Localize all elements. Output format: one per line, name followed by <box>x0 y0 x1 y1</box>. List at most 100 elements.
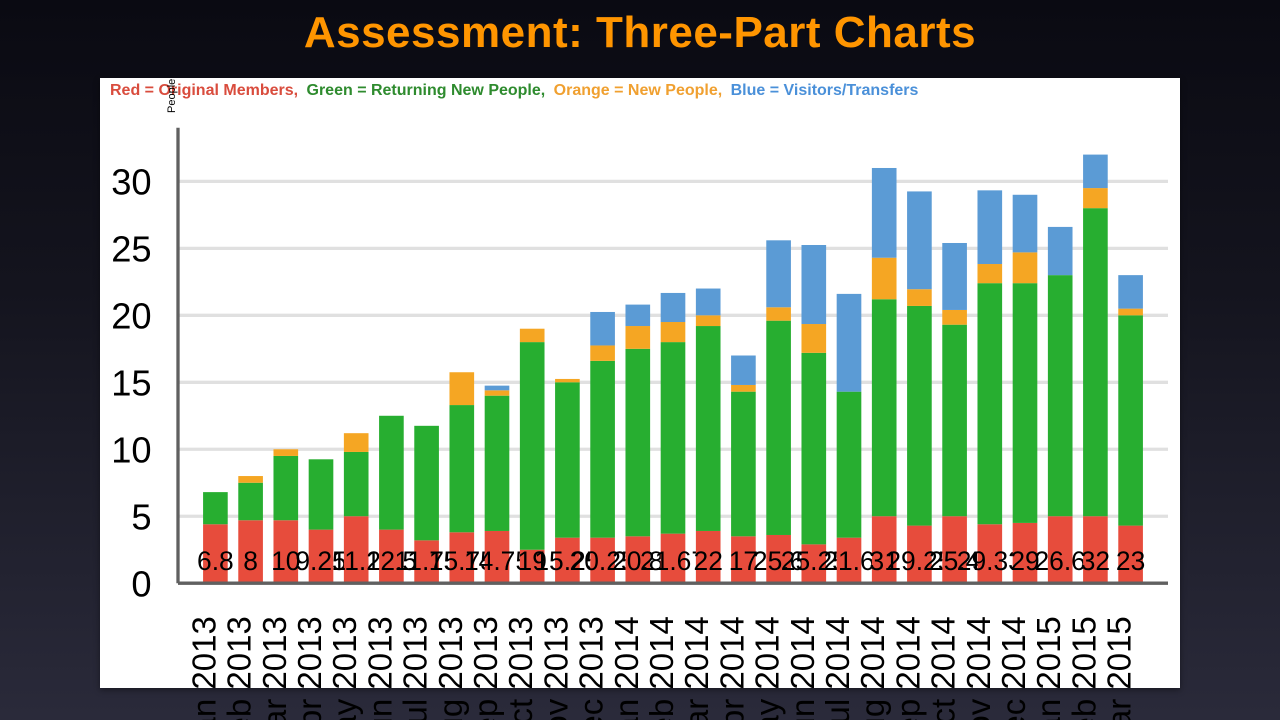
x-tick-label: 01 Aug 2014 <box>854 616 891 720</box>
bar-segment-blue <box>1048 227 1073 275</box>
bar-segment-orange <box>907 289 932 306</box>
x-tick-label: 01 Jun 2013 <box>361 616 398 720</box>
bar-segment-green <box>801 353 826 545</box>
bar-segment-orange <box>449 372 474 405</box>
bar-segment-green <box>1048 275 1073 516</box>
x-tick-label: 01 Apr 2014 <box>713 616 750 720</box>
x-tick-label: 01 Oct 2013 <box>502 616 539 720</box>
x-tick-label: 01 Feb 2015 <box>1065 616 1102 720</box>
x-tick-label: 01 Nov 2013 <box>537 616 574 720</box>
stacked-bar-chart: 0510152025306.88109.2511.212.511.7515.75… <box>178 108 1168 603</box>
bar-segment-blue <box>872 168 897 258</box>
x-tick-label: 01 Jan 2015 <box>1030 616 1067 720</box>
bar-segment-green <box>273 456 298 520</box>
chart-legend: Red = Original Members, Green = Returnin… <box>110 82 922 100</box>
y-tick-label: 15 <box>111 362 151 403</box>
x-tick-label: 01 Mar 2014 <box>678 616 715 720</box>
bar-segment-green <box>414 426 439 541</box>
x-tick-label: 01 Dec 2014 <box>995 616 1032 720</box>
bar-segment-blue <box>625 305 650 326</box>
y-tick-label: 20 <box>111 296 151 337</box>
bar-segment-green <box>344 452 369 516</box>
legend-entry: Blue = Visitors/Transfers <box>731 82 919 99</box>
bar-segment-green <box>1083 208 1108 516</box>
bar-segment-green <box>661 342 686 534</box>
bar-segment-green <box>872 299 897 516</box>
bar-segment-green <box>449 405 474 532</box>
bar-segment-orange <box>731 385 756 392</box>
bar-segment-green <box>942 325 967 517</box>
bar-segment-orange <box>942 310 967 325</box>
bar-segment-orange <box>801 324 826 353</box>
bar-segment-blue <box>837 294 862 392</box>
x-tick-label: 01 May 2013 <box>326 616 363 720</box>
bar-segment-orange <box>344 433 369 452</box>
x-tick-label: 01 Feb 2014 <box>643 616 680 720</box>
bar-total-label: 23 <box>1116 546 1145 576</box>
x-tick-label: 01 Feb 2013 <box>221 616 258 720</box>
bar-segment-green <box>590 361 615 538</box>
bar-segment-orange <box>1083 188 1108 208</box>
bar-segment-orange <box>590 345 615 360</box>
bar-segment-green <box>696 326 721 531</box>
bar-segment-blue <box>942 243 967 310</box>
bar-segment-green <box>625 349 650 537</box>
legend-entry: Red = Original Members, <box>110 82 303 99</box>
bar-segment-orange <box>520 329 545 342</box>
bar-total-label: 26.6 <box>1035 546 1086 576</box>
bar-segment-blue <box>590 312 615 345</box>
bar-segment-blue <box>1013 195 1038 253</box>
x-tick-label: 01 Mar 2013 <box>256 616 293 720</box>
bar-segment-green <box>238 483 263 521</box>
legend-entry: Orange = New People, <box>554 82 727 99</box>
x-tick-label: 01 Jul 2014 <box>819 616 856 720</box>
y-tick-label: 25 <box>111 229 151 270</box>
x-tick-label: 01 Dec 2013 <box>573 616 610 720</box>
bar-segment-orange <box>555 379 580 382</box>
x-tick-label: 01 Jul 2013 <box>397 616 434 720</box>
y-axis-label: People <box>166 79 178 113</box>
x-tick-label: 01 Sep 2013 <box>467 616 504 720</box>
bar-segment-green <box>1013 283 1038 523</box>
y-tick-label: 10 <box>111 429 151 470</box>
x-tick-label: 01 May 2014 <box>749 616 786 720</box>
x-tick-label: 01 Mar 2015 <box>1101 616 1138 720</box>
bar-total-label: 32 <box>1081 546 1110 576</box>
bar-segment-orange <box>661 322 686 342</box>
bar-segment-green <box>977 283 1002 524</box>
bar-segment-green <box>731 392 756 537</box>
bar-segment-blue <box>485 386 510 391</box>
bar-segment-orange <box>977 264 1002 283</box>
x-tick-label: 01 Jan 2014 <box>608 616 645 720</box>
bar-segment-orange <box>872 258 897 300</box>
legend-entry: Green = Returning New People, <box>307 82 550 99</box>
bar-segment-blue <box>696 289 721 316</box>
x-tick-label: 01 Apr 2013 <box>291 616 328 720</box>
x-tick-label: 01 Sep 2014 <box>889 616 926 720</box>
bar-segment-green <box>555 382 580 537</box>
bar-segment-orange <box>1118 309 1143 316</box>
bar-segment-blue <box>907 191 932 289</box>
bar-segment-green <box>520 342 545 550</box>
bar-total-label: 6.8 <box>197 546 234 576</box>
bar-segment-orange <box>696 315 721 326</box>
bar-segment-orange <box>485 390 510 395</box>
bar-total-label: 8 <box>243 546 258 576</box>
bar-segment-blue <box>731 356 756 385</box>
bar-segment-blue <box>661 293 686 322</box>
slide-title: Assessment: Three-Part Charts <box>0 8 1280 58</box>
bar-segment-green <box>907 306 932 526</box>
bar-total-label: 21.6 <box>823 546 874 576</box>
bar-segment-green <box>203 492 228 524</box>
bar-segment-orange <box>238 476 263 483</box>
bar-segment-blue <box>977 190 1002 264</box>
bar-segment-green <box>309 459 334 529</box>
bar-segment-green <box>485 396 510 531</box>
bar-segment-green <box>1118 315 1143 525</box>
chart-panel: Red = Original Members, Green = Returnin… <box>100 78 1180 688</box>
bar-segment-blue <box>801 245 826 324</box>
x-tick-label: 01 Nov 2014 <box>960 616 997 720</box>
bar-segment-green <box>837 392 862 538</box>
bar-total-label: 22 <box>694 546 723 576</box>
bar-segment-orange <box>766 307 791 320</box>
